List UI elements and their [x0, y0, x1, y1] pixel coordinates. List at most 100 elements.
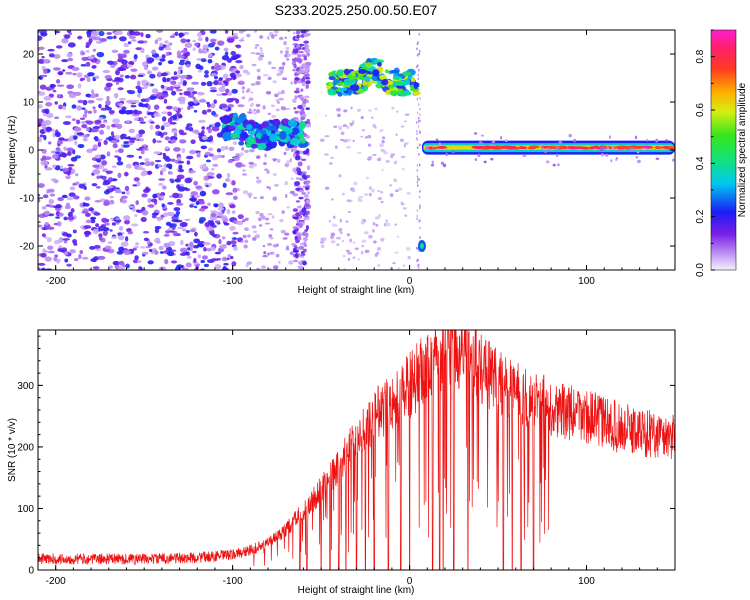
noise-blob: [281, 210, 285, 214]
noise-blob: [156, 30, 163, 33]
carrier-spur: [672, 158, 675, 162]
noise-blob: [115, 80, 120, 85]
noise-blob: [140, 246, 146, 249]
noise-blob: [197, 254, 202, 259]
noise-blob: [418, 206, 421, 210]
noise-blob: [140, 150, 145, 155]
noise-blob: [90, 36, 96, 39]
noise-blob: [197, 132, 204, 136]
noise-blob: [372, 222, 376, 226]
noise-blob: [66, 263, 72, 267]
noise-blob: [231, 88, 238, 94]
noise-blob: [125, 236, 129, 242]
noise-blob: [205, 159, 211, 163]
noise-blob: [267, 252, 270, 256]
noise-blob: [69, 186, 76, 191]
noise-blob: [102, 230, 108, 236]
noise-blob: [187, 105, 191, 111]
noise-blob: [284, 53, 288, 58]
noise-blob: [198, 200, 205, 205]
noise-blob: [147, 111, 155, 116]
carrier-spur: [636, 151, 640, 154]
noise-blob: [38, 46, 45, 51]
noise-blob: [302, 260, 307, 266]
noise-blob: [163, 163, 167, 169]
noise-blob: [144, 161, 152, 167]
noise-blob: [180, 239, 184, 246]
noise-blob: [284, 36, 288, 39]
noise-blob: [371, 229, 375, 233]
noise-blob: [419, 96, 421, 100]
noise-blob: [256, 155, 261, 160]
noise-blob: [249, 104, 254, 108]
noise-blob: [140, 98, 147, 103]
upper-signal-blob: [372, 69, 380, 77]
noise-blob: [82, 113, 88, 118]
noise-blob: [352, 139, 355, 142]
noise-blob: [275, 108, 280, 112]
noise-blob: [271, 114, 276, 119]
noise-blob: [380, 200, 384, 204]
arc-signal-blob: [256, 143, 267, 151]
noise-blob: [123, 136, 131, 140]
noise-blob: [353, 181, 358, 186]
noise-blob: [87, 110, 93, 114]
noise-blob: [193, 238, 201, 244]
signal-features: [219, 57, 675, 252]
noise-blob: [303, 193, 309, 199]
noise-blob: [163, 233, 170, 237]
noise-blob: [110, 217, 114, 221]
noise-blob: [298, 196, 304, 200]
noise-blob: [419, 204, 421, 208]
noise-blob: [172, 84, 181, 88]
noise-blob: [125, 263, 130, 269]
noise-blob: [204, 70, 209, 75]
noise-blob: [45, 126, 53, 132]
carrier-spur: [474, 158, 478, 161]
noise-blob: [179, 247, 188, 253]
noise-blob: [74, 140, 78, 146]
carrier-spur: [490, 157, 494, 161]
noise-blob: [151, 66, 159, 71]
noise-blob: [416, 184, 419, 188]
noise-blob: [293, 216, 299, 220]
noise-blob: [176, 202, 184, 206]
noise-blob: [128, 137, 137, 141]
noise-blob: [221, 145, 225, 151]
noise-blob: [79, 78, 84, 82]
noise-blob: [419, 113, 421, 117]
noise-blob: [53, 54, 61, 59]
carrier-hotspot: [590, 146, 596, 149]
upper-signal-blob: [384, 69, 390, 74]
carrier-spur: [478, 150, 481, 153]
noise-blob: [132, 207, 136, 212]
noise-blob: [111, 165, 117, 168]
noise-blob: [198, 100, 207, 103]
noise-blob: [252, 230, 258, 234]
noise-blob: [200, 58, 207, 63]
carrier-hotspot: [528, 145, 540, 149]
noise-blob: [419, 236, 421, 239]
noise-blob: [43, 250, 49, 253]
noise-blob: [66, 233, 72, 238]
noise-blob: [161, 72, 168, 77]
noise-blob: [150, 251, 156, 255]
noise-blob: [211, 65, 215, 70]
noise-blob: [336, 113, 341, 118]
noise-blob: [259, 47, 263, 51]
noise-blob: [71, 66, 80, 71]
noise-blob: [352, 120, 355, 124]
snr-x-label: Height of straight line (km): [298, 585, 415, 596]
noise-blob: [376, 246, 382, 251]
arc-signal-blob: [246, 123, 253, 131]
noise-blob: [111, 123, 116, 128]
noise-blob: [292, 98, 297, 104]
noise-blob: [219, 103, 228, 109]
noise-blob: [206, 103, 211, 108]
noise-blob: [133, 164, 140, 170]
noise-blob: [44, 210, 50, 216]
noise-blob: [75, 173, 79, 177]
noise-blob: [156, 164, 163, 168]
noise-blob: [147, 204, 155, 208]
noise-blob: [303, 150, 309, 155]
